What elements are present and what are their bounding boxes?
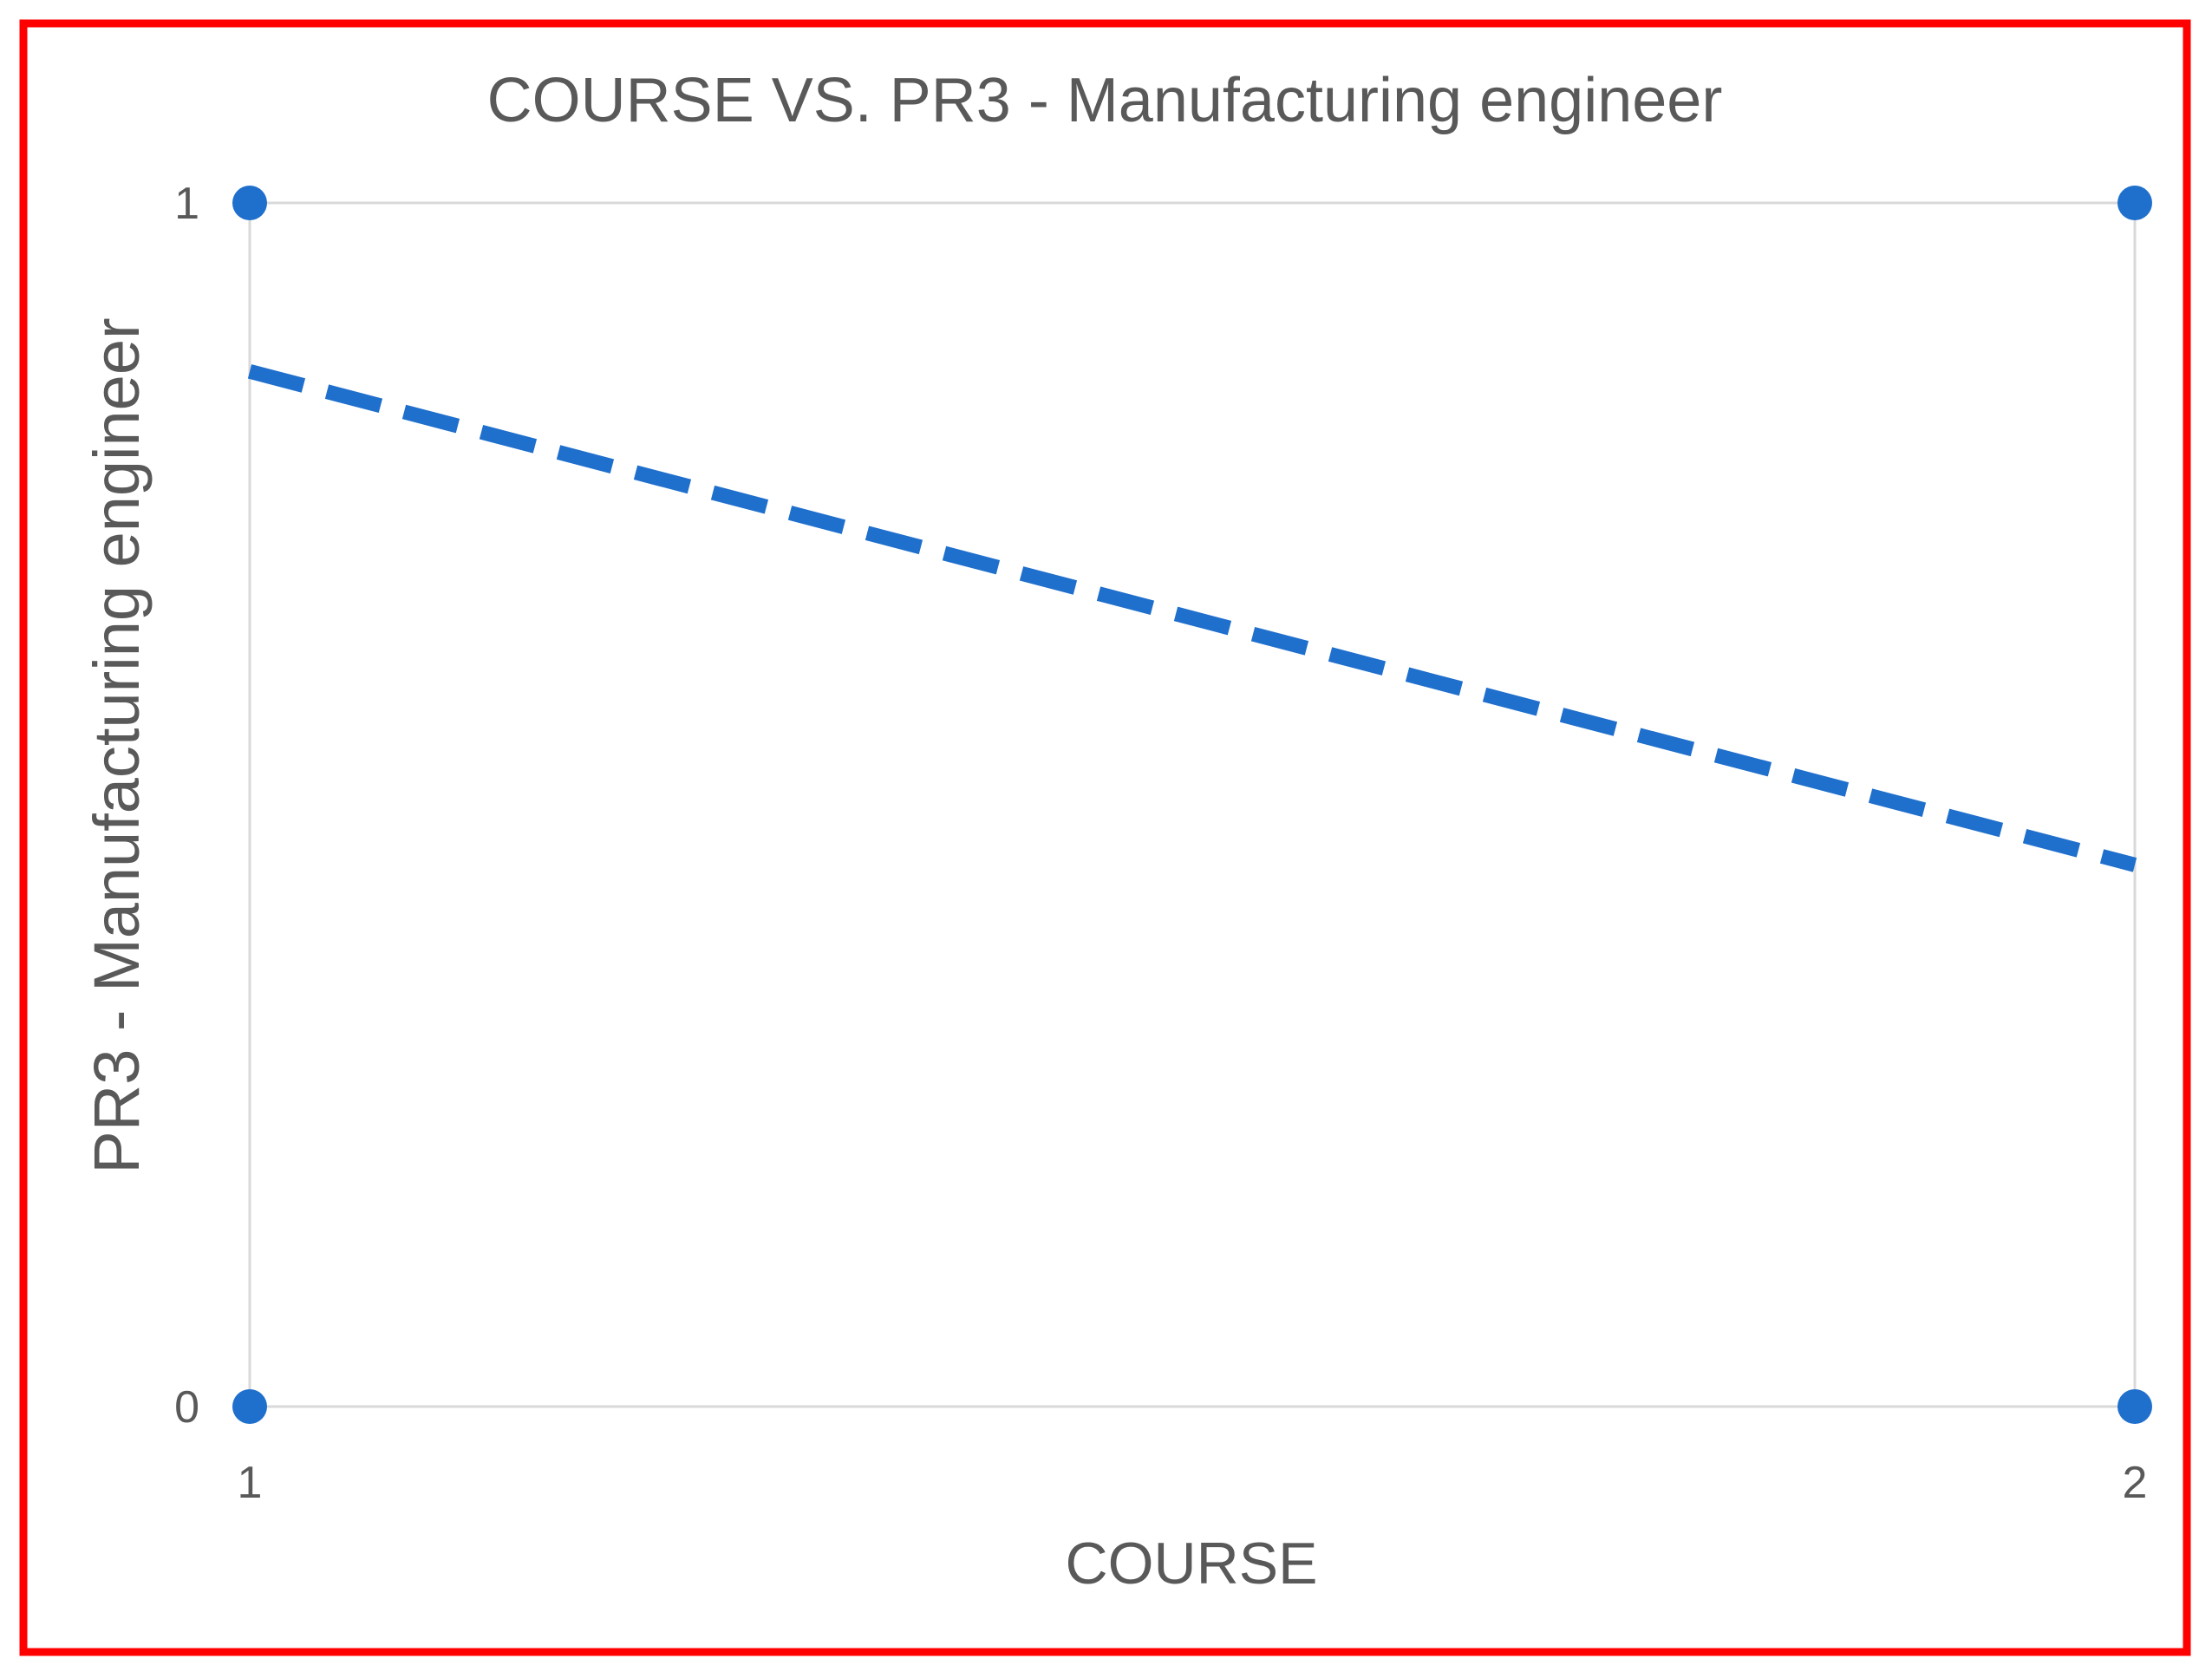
chart-border bbox=[19, 19, 2191, 1656]
x-tick-label: 1 bbox=[238, 1458, 263, 1508]
x-tick-label: 2 bbox=[2123, 1458, 2148, 1508]
data-points bbox=[232, 186, 2152, 1424]
y-axis-label: PR3 - Manufacturing engineer bbox=[81, 317, 153, 1173]
y-tick-label: 1 bbox=[174, 179, 199, 229]
data-point bbox=[2117, 186, 2152, 220]
data-point bbox=[232, 1389, 267, 1424]
trendline bbox=[247, 364, 2137, 872]
data-point bbox=[232, 186, 267, 220]
tick-labels: 011 2 bbox=[174, 179, 2147, 1508]
y-tick-label: 0 bbox=[174, 1382, 199, 1433]
data-point bbox=[2117, 1389, 2152, 1424]
chart-title: COURSE VS. PR3 - Manufacturing engineer bbox=[487, 66, 1723, 135]
grid-lines bbox=[248, 201, 2137, 1408]
trendline-layer bbox=[247, 364, 2137, 872]
x-axis-label: COURSE bbox=[1066, 1531, 1318, 1596]
